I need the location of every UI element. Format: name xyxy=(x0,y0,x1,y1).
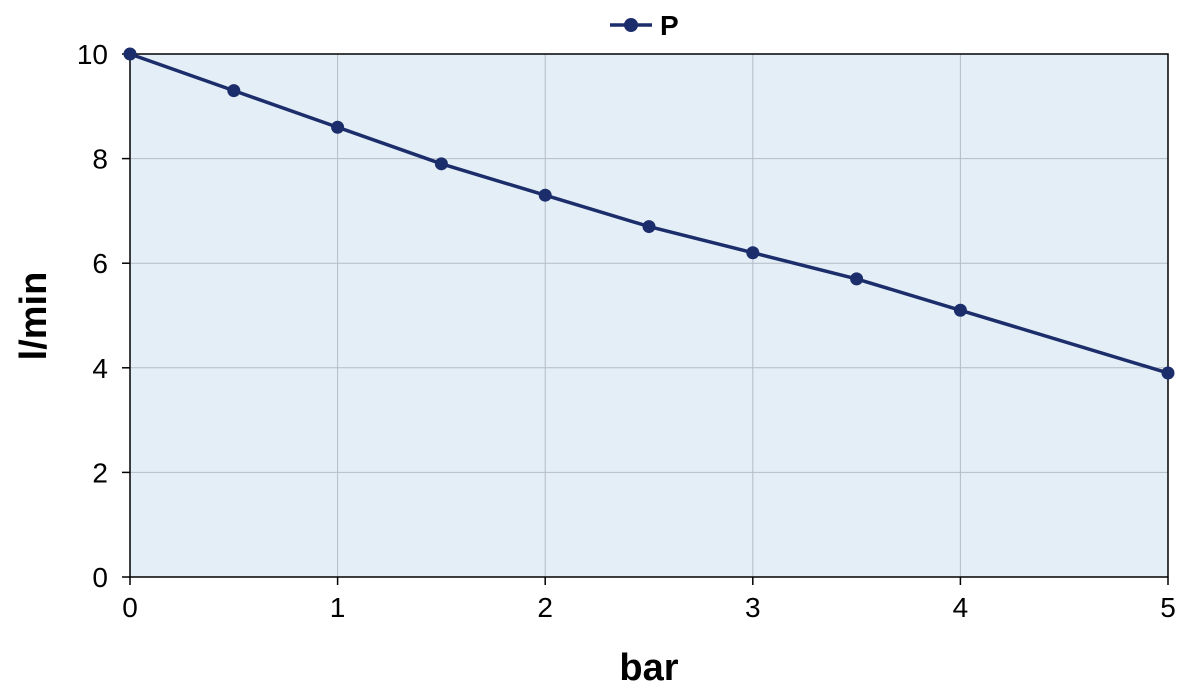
data-point xyxy=(850,272,864,286)
data-point xyxy=(953,303,967,317)
plot-frame xyxy=(129,53,1169,578)
data-point xyxy=(123,47,137,61)
data-point xyxy=(746,246,760,260)
y-tick-label: 0 xyxy=(92,562,108,593)
y-tick-label: 6 xyxy=(92,248,108,279)
data-point xyxy=(538,188,552,202)
series-line-p xyxy=(129,52,1169,375)
y-tick-label: 8 xyxy=(92,144,108,175)
y-tick-label: 2 xyxy=(92,457,108,488)
y-tick-label: 4 xyxy=(92,353,108,384)
data-point xyxy=(331,120,345,134)
x-tick-label: 5 xyxy=(1160,592,1176,623)
data-point xyxy=(434,157,448,171)
series-layer xyxy=(123,47,1175,380)
data-point xyxy=(1161,366,1175,380)
data-point xyxy=(227,84,241,98)
axis-ticks: 0 1 2 3 4 5 0 2 4 6 8 10 xyxy=(77,39,1176,623)
x-tick-label: 3 xyxy=(745,592,761,623)
y-tick-label: 10 xyxy=(77,39,108,70)
legend-label-p: P xyxy=(660,10,679,41)
x-axis-title: bar xyxy=(619,647,678,686)
x-tick-label: 4 xyxy=(953,592,969,623)
x-tick-label: 1 xyxy=(330,592,346,623)
x-tick-label: 0 xyxy=(122,592,138,623)
data-point xyxy=(642,220,656,234)
y-axis-title: l/min xyxy=(13,272,55,361)
plot-area xyxy=(130,54,1168,577)
legend: P xyxy=(610,10,679,41)
legend-marker-p xyxy=(624,18,638,32)
x-tick-label: 2 xyxy=(537,592,553,623)
